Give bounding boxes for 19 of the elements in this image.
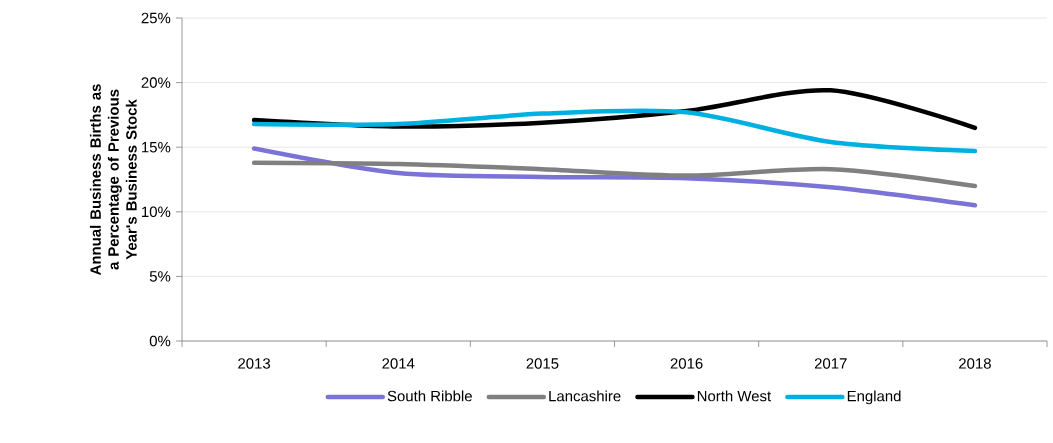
x-tick-label: 2015 — [526, 358, 559, 369]
y-tick-label: 5% — [149, 271, 171, 282]
legend-label: Lancashire — [549, 390, 621, 402]
legend-label: South Ribble — [387, 390, 472, 402]
x-tick-label: 2013 — [238, 358, 271, 369]
y-tick-label: 25% — [141, 12, 171, 24]
line-series — [251, 146, 978, 208]
x-tick-label: 2016 — [670, 358, 703, 369]
legend-label: North West — [697, 390, 772, 402]
y-tick-label: 20% — [141, 77, 171, 88]
x-tick-label: 2014 — [382, 358, 415, 369]
y-tick-label: 15% — [142, 141, 171, 153]
legend-label: England — [847, 390, 901, 405]
x-tick-label: 2017 — [814, 358, 847, 369]
y-tick-label: 0% — [149, 335, 171, 347]
y-axis-title: Annual Business Births as a Percentage of Previous Year's Business Stock — [89, 84, 137, 276]
y-tick-label: 10% — [142, 206, 171, 218]
x-tick-label: 2018 — [959, 358, 991, 369]
line-series — [251, 160, 978, 189]
